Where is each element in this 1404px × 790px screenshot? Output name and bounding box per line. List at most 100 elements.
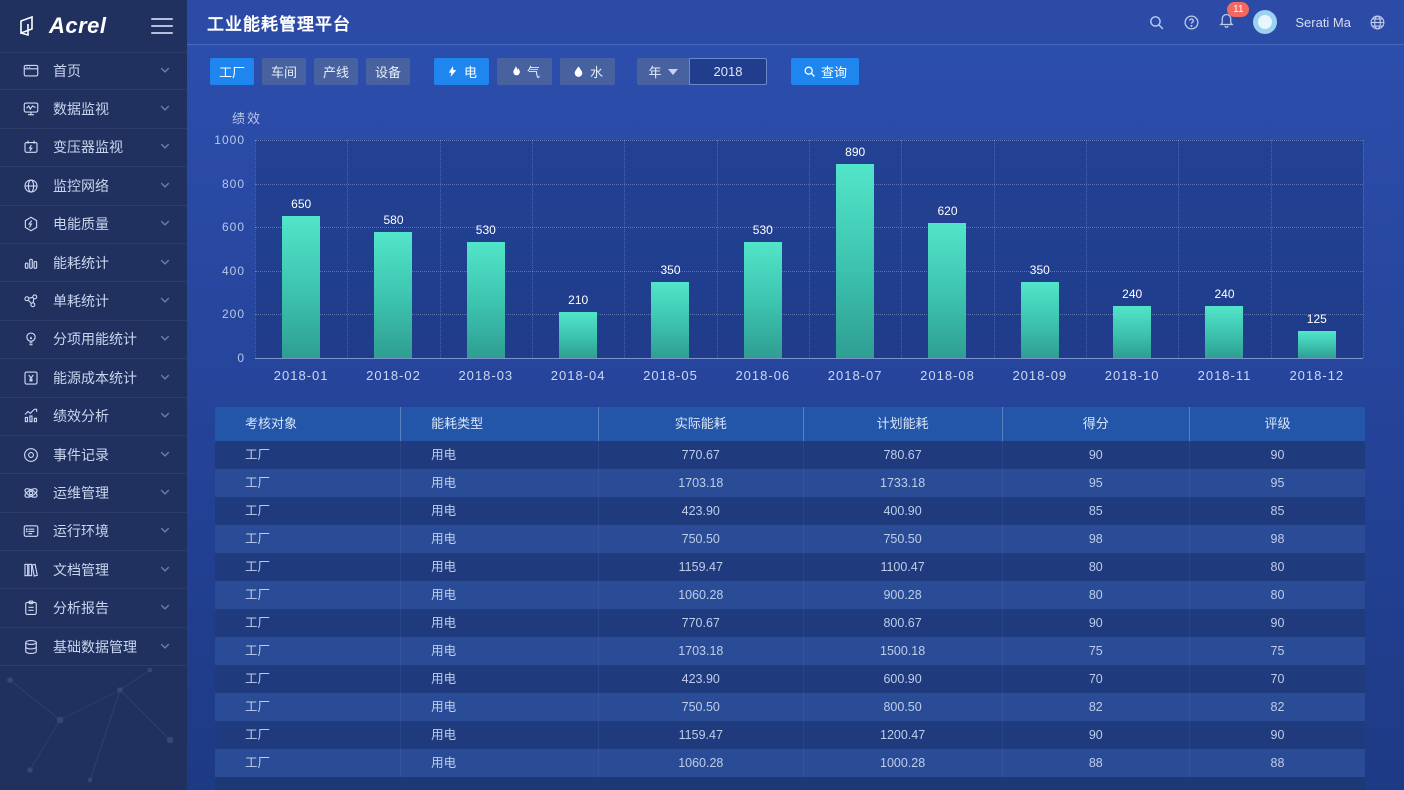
year-input[interactable] (689, 58, 767, 85)
y-axis-tick: 400 (221, 263, 245, 278)
bar-2018-11[interactable] (1205, 305, 1244, 358)
query-button[interactable]: 查询 (791, 58, 859, 85)
table-cell: 98 (1001, 525, 1189, 553)
period-select[interactable]: 年 (637, 58, 689, 85)
bar-2018-12[interactable] (1297, 330, 1336, 358)
sidebar-item-单耗统计[interactable]: 单耗统计 (0, 282, 187, 321)
energy-cost-icon (22, 369, 40, 387)
sidebar-item-运行环境[interactable]: 运行环境 (0, 513, 187, 552)
table-cell: 85 (1189, 497, 1365, 525)
table-row[interactable]: 工厂 用电 770.67 780.67 90 90 (215, 441, 1365, 469)
table-row[interactable]: 工厂 用电 1159.47 1100.47 80 80 (215, 553, 1365, 581)
table-cell: 80 (1001, 553, 1189, 581)
table-cell: 1159.47 (597, 721, 803, 749)
bar-slot: 530 (717, 140, 809, 358)
table-row[interactable]: 工厂 用电 1060.28 900.28 80 80 (215, 581, 1365, 609)
table-row[interactable]: 工厂 用电 750.50 800.50 82 82 (215, 693, 1365, 721)
gridline (255, 227, 1363, 229)
bar-2018-06[interactable] (743, 242, 782, 358)
table-cell: 95 (1001, 469, 1189, 497)
sidebar: Acrel 首页 数据监视 变压器监视 监控网络 电能质量 能耗统计单耗统计分项用能统计能… (0, 0, 187, 790)
table-row[interactable]: 工厂 用电 423.90 400.90 85 85 (215, 497, 1365, 525)
sidebar-item-变压器监视[interactable]: 变压器监视 (0, 129, 187, 168)
energy-button-电[interactable]: 电 (434, 58, 489, 85)
chevron-down-icon (159, 63, 171, 79)
scope-button-产线[interactable]: 产线 (314, 58, 358, 85)
chart-plot-area: 1000 800 600 400 200 0 650 2018-01 580 2018-02 530… (214, 133, 1364, 383)
sidebar-item-绩效分析[interactable]: 绩效分析 (0, 398, 187, 436)
sidebar-item-运维管理[interactable]: 运维管理 (0, 474, 187, 513)
table-row[interactable]: 工厂 用电 1060.28 1000.28 88 88 (215, 749, 1365, 777)
x-axis-label: 2018-06 (735, 368, 791, 383)
table-row[interactable]: 工厂 用电 1159.47 1200.47 90 90 (215, 721, 1365, 749)
bar-2018-08[interactable] (928, 222, 967, 358)
bar-2018-01[interactable] (282, 216, 321, 358)
table-cell: 750.50 (802, 525, 1002, 553)
table-cell: 1200.47 (802, 721, 1002, 749)
notifications[interactable]: 11 (1218, 2, 1250, 33)
sidebar-item-基础数据管理[interactable]: 基础数据管理 (0, 628, 187, 667)
subentry-energy-icon (22, 330, 40, 348)
table-row[interactable]: 工厂 用电 750.50 750.50 98 98 (215, 525, 1365, 553)
gridline (255, 270, 1363, 272)
table-cell: 98 (1189, 525, 1365, 553)
bar-2018-03[interactable] (466, 242, 505, 358)
bar-2018-04[interactable] (559, 312, 598, 358)
bar-2018-07[interactable] (836, 163, 875, 358)
help-icon[interactable] (1183, 14, 1200, 31)
sidebar-item-电能质量[interactable]: 电能质量 (0, 206, 187, 244)
scope-button-设备[interactable]: 设备 (366, 58, 410, 85)
table-row[interactable]: 工厂 用电 770.67 800.67 90 90 (215, 609, 1365, 637)
sidebar-item-label: 单耗统计 (53, 293, 109, 310)
table-cell: 750.50 (597, 525, 803, 553)
sidebar-item-文档管理[interactable]: 文档管理 (0, 551, 187, 590)
table-cell: 88 (1189, 749, 1365, 777)
x-axis-label: 2018-11 (1197, 368, 1252, 383)
bar-2018-09[interactable] (1020, 281, 1059, 358)
sidebar-item-能耗统计[interactable]: 能耗统计 (0, 244, 187, 283)
environment-icon (22, 522, 40, 540)
sidebar-item-分析报告[interactable]: 分析报告 (0, 589, 187, 628)
table-cell: 1733.18 (802, 469, 1002, 497)
table-cell: 400.90 (802, 497, 1002, 525)
header-actions: 11 Serati Ma (1148, 2, 1386, 34)
table-row[interactable]: 工厂 用电 1703.18 1500.18 75 75 (215, 637, 1365, 665)
bar-2018-02[interactable] (374, 231, 413, 358)
avatar[interactable] (1253, 10, 1278, 34)
table-header-cell: 实际能耗 (597, 407, 803, 441)
table-row[interactable]: 工厂 用电 423.90 600.90 70 70 (215, 665, 1365, 693)
gridline (1086, 140, 1087, 358)
event-log-icon (22, 446, 40, 464)
report-icon (22, 599, 40, 617)
table-cell: 工厂 (245, 532, 271, 546)
globe-icon[interactable] (1369, 14, 1386, 31)
base-data-icon (22, 638, 40, 656)
table-cell: 1100.47 (802, 553, 1002, 581)
scope-button-group: 工厂 车间 产线 设备 (210, 58, 418, 85)
sidebar-item-分项用能统计[interactable]: 分项用能统计 (0, 321, 187, 360)
sidebar-item-数据监视[interactable]: 数据监视 (0, 90, 187, 129)
search-icon[interactable] (1148, 14, 1165, 31)
sidebar-item-监控网络[interactable]: 监控网络 (0, 167, 187, 206)
table-cell: 600.90 (802, 665, 1002, 693)
sidebar-item-事件记录[interactable]: 事件记录 (0, 436, 187, 475)
scope-button-车间[interactable]: 车间 (262, 58, 306, 85)
sidebar-item-能源成本统计[interactable]: 能源成本统计 (0, 359, 187, 398)
energy-button-气[interactable]: 气 (497, 58, 552, 85)
user-name[interactable]: Serati Ma (1295, 14, 1351, 30)
table-row[interactable]: 工厂 用电 1703.18 1733.18 95 95 (215, 469, 1365, 497)
table-cell: 用电 (400, 553, 598, 581)
gridline (347, 140, 349, 358)
bar-2018-10[interactable] (1113, 305, 1152, 358)
menu-collapse-icon[interactable] (151, 18, 173, 34)
scope-button-工厂[interactable]: 工厂 (210, 58, 254, 85)
table-header-cell: 能耗类型 (400, 407, 598, 441)
sidebar-item-首页[interactable]: 首页 (0, 52, 187, 91)
bar-2018-05[interactable] (651, 281, 690, 358)
sidebar-item-label: 分析报告 (53, 600, 109, 617)
chart-title: 绩效 (232, 111, 263, 126)
x-axis-label: 2018-12 (1289, 368, 1345, 383)
energy-button-水[interactable]: 水 (560, 58, 615, 85)
acrel-logo[interactable]: Acrel (18, 13, 107, 39)
